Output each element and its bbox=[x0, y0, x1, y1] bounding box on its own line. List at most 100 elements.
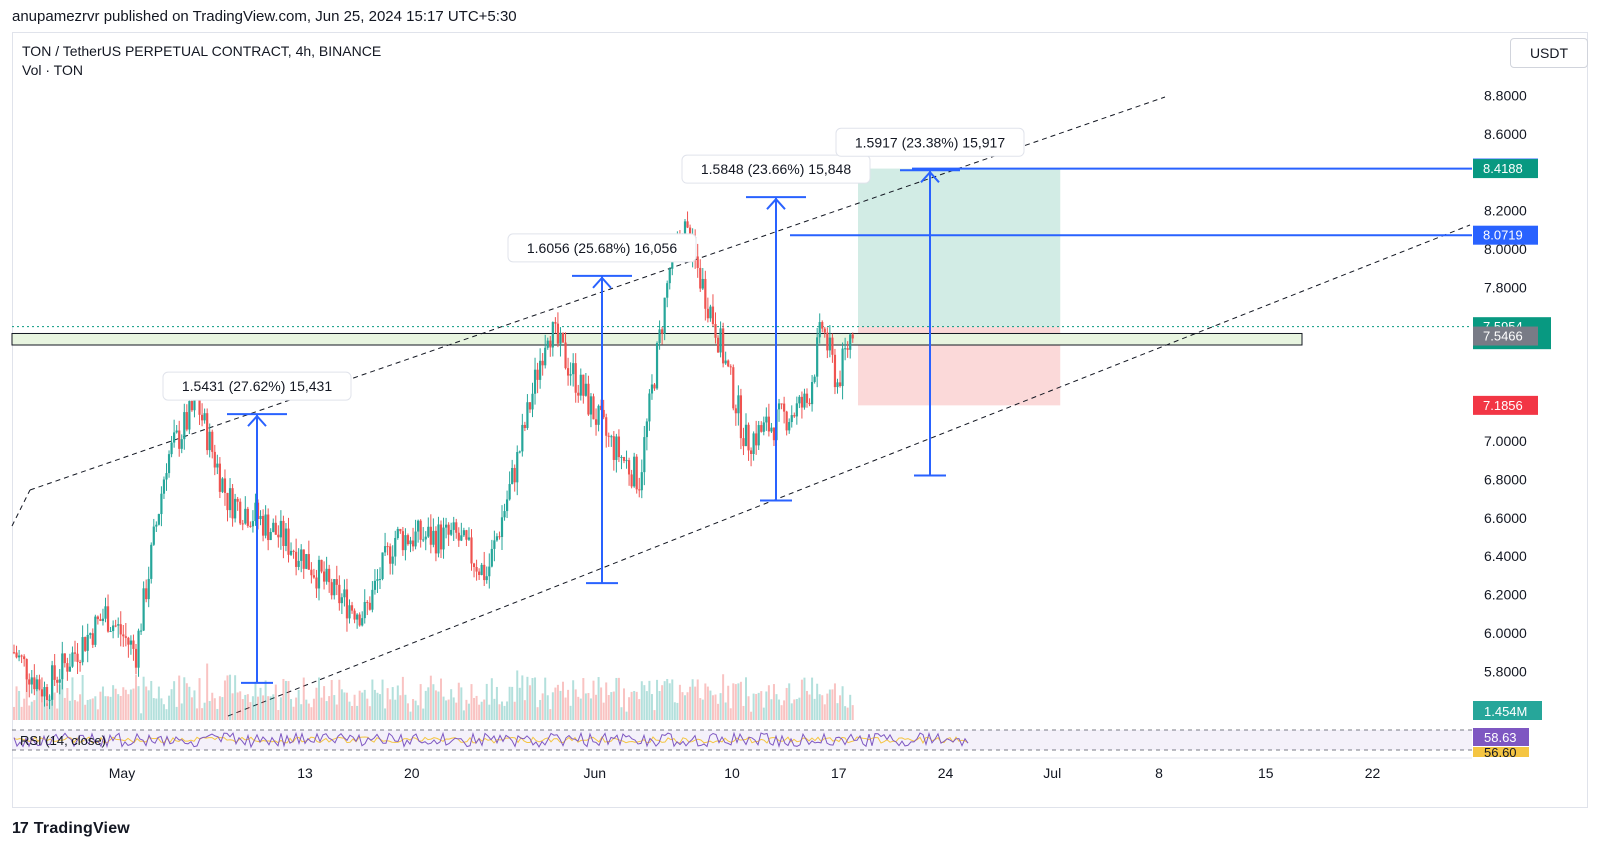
price-tick-label: 7.0000 bbox=[1484, 433, 1527, 449]
candle bbox=[48, 699, 51, 701]
volume-bar bbox=[96, 709, 99, 720]
volume-bar bbox=[432, 684, 435, 720]
candle bbox=[607, 435, 610, 437]
candle bbox=[254, 502, 257, 522]
candle bbox=[391, 556, 394, 564]
candle bbox=[800, 396, 804, 408]
candle bbox=[84, 637, 87, 651]
volume-bar bbox=[152, 698, 155, 720]
candle bbox=[63, 653, 66, 664]
candle bbox=[742, 438, 745, 447]
currency-button[interactable]: USDT bbox=[1510, 38, 1588, 68]
volume-bar bbox=[114, 688, 117, 720]
volume-bar bbox=[178, 675, 181, 720]
volume-bar bbox=[719, 693, 722, 720]
volume-bar bbox=[635, 691, 638, 720]
volume-bar bbox=[747, 696, 750, 720]
candle bbox=[94, 616, 97, 645]
volume-bar bbox=[211, 692, 214, 720]
candle bbox=[155, 524, 158, 527]
volume-bar bbox=[358, 690, 361, 720]
symbol-title[interactable]: TON / TetherUS PERPETUAL CONTRACT, 4h, B… bbox=[22, 43, 382, 59]
candle bbox=[23, 656, 26, 660]
volume-bar bbox=[119, 695, 122, 720]
candle bbox=[246, 508, 249, 526]
candle bbox=[157, 514, 160, 525]
volume-bar bbox=[630, 691, 633, 720]
candle bbox=[38, 679, 41, 690]
candle bbox=[228, 488, 232, 511]
candle bbox=[20, 655, 23, 657]
volume-bar bbox=[185, 683, 188, 720]
volume-bar bbox=[33, 700, 36, 720]
volume-bar bbox=[562, 681, 564, 720]
candle bbox=[119, 624, 122, 635]
rsi-ma-bg bbox=[1473, 747, 1529, 757]
candle bbox=[620, 456, 623, 458]
volume-bar bbox=[231, 693, 234, 720]
volume-bar bbox=[241, 699, 244, 720]
volume-bar bbox=[462, 710, 465, 720]
candle bbox=[610, 436, 613, 438]
volume-bar bbox=[203, 702, 206, 720]
candle bbox=[134, 648, 138, 668]
candle bbox=[424, 536, 427, 540]
volume-bar bbox=[567, 689, 570, 720]
candle bbox=[465, 530, 468, 540]
candle bbox=[805, 393, 809, 403]
volume-bar bbox=[559, 690, 562, 720]
volume-bar bbox=[424, 690, 427, 720]
volume-bar bbox=[218, 696, 221, 720]
volume-bar bbox=[737, 683, 740, 720]
volume-bar bbox=[699, 698, 702, 720]
candle bbox=[68, 666, 72, 672]
volume-bar bbox=[452, 697, 455, 720]
candle bbox=[480, 564, 483, 575]
volume-bar bbox=[752, 693, 755, 720]
volume-bar bbox=[658, 691, 661, 720]
volume-legend[interactable]: Vol · TON bbox=[22, 62, 83, 78]
volume-bar bbox=[396, 685, 399, 720]
candle bbox=[566, 368, 570, 376]
volume-bar bbox=[806, 690, 808, 720]
candle bbox=[544, 347, 547, 366]
price-tick-label: 6.2000 bbox=[1484, 587, 1527, 603]
volume-bar bbox=[597, 677, 600, 720]
candle bbox=[602, 409, 605, 418]
volume-bar bbox=[371, 679, 374, 720]
candle bbox=[587, 383, 590, 415]
volume-bar bbox=[521, 675, 524, 720]
candle bbox=[777, 403, 781, 410]
candle bbox=[226, 492, 229, 511]
candle bbox=[411, 540, 415, 547]
candle bbox=[190, 401, 194, 411]
volume-bar bbox=[775, 694, 778, 720]
candle bbox=[572, 363, 575, 375]
candle bbox=[317, 559, 321, 589]
candle bbox=[106, 606, 110, 632]
measure-tool: 1.5431 (27.62%) 15,431 bbox=[162, 371, 352, 684]
candle bbox=[325, 568, 328, 582]
volume-bar bbox=[190, 697, 193, 720]
candle bbox=[785, 411, 788, 431]
volume-bar bbox=[30, 701, 33, 720]
volume-bar bbox=[528, 685, 531, 720]
volume-bar bbox=[661, 685, 664, 720]
candle bbox=[503, 511, 506, 518]
candle bbox=[350, 605, 354, 611]
volume-bar bbox=[343, 692, 346, 720]
volume-bar bbox=[816, 683, 819, 720]
volume-bar bbox=[671, 679, 674, 720]
volume-bar bbox=[427, 687, 430, 720]
candle bbox=[417, 520, 420, 532]
volume-bar bbox=[244, 694, 247, 720]
volume-bar bbox=[696, 679, 699, 720]
candle bbox=[803, 393, 806, 408]
candle bbox=[816, 337, 819, 377]
candle bbox=[112, 625, 115, 632]
volume-bar bbox=[610, 692, 613, 720]
candle bbox=[104, 606, 107, 619]
footer-brand[interactable]: 17 TradingView bbox=[12, 820, 130, 838]
volume-bar bbox=[315, 687, 318, 720]
